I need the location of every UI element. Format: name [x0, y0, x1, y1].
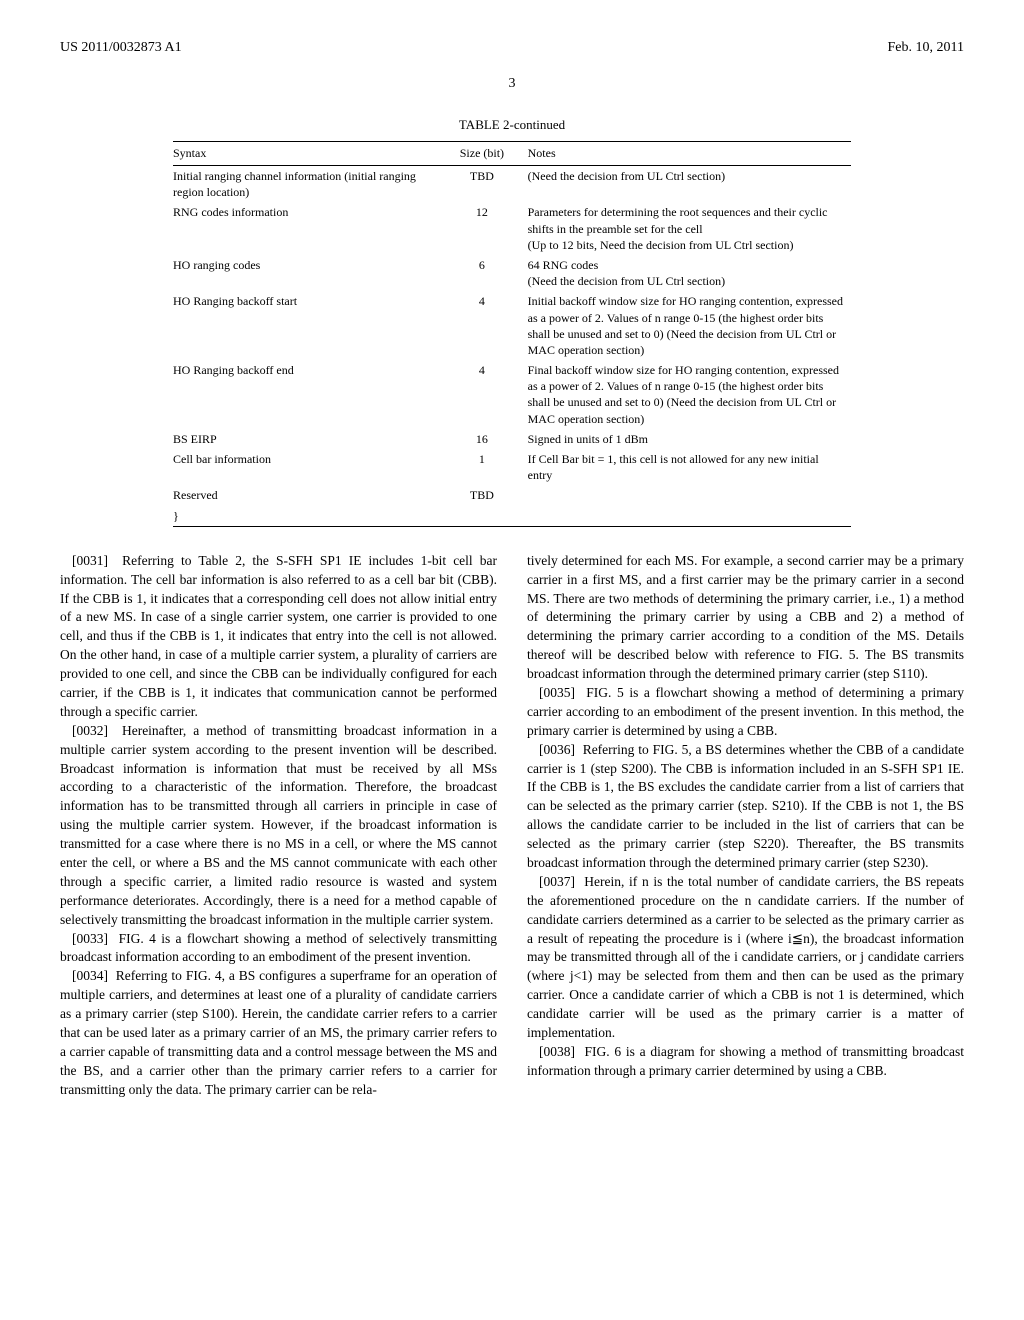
table-header-row: Syntax Size (bit) Notes	[173, 142, 851, 166]
paragraph-text: Referring to FIG. 5, a BS determines whe…	[527, 742, 964, 870]
paragraph-number: [0035]	[539, 685, 586, 700]
document-header: US 2011/0032873 A1 Feb. 10, 2011	[60, 40, 964, 56]
notes-cell: Signed in units of 1 dBm	[528, 429, 851, 449]
table-title: TABLE 2-continued	[60, 117, 964, 133]
syntax-cell: Cell bar information	[173, 449, 444, 485]
table-row: HO Ranging backoff end4Final backoff win…	[173, 360, 851, 429]
publication-number: US 2011/0032873 A1	[60, 40, 182, 56]
notes-cell: 64 RNG codes (Need the decision from UL …	[528, 255, 851, 291]
size-cell	[444, 506, 527, 527]
notes-cell: (Need the decision from UL Ctrl section)	[528, 166, 851, 203]
table-row: Initial ranging channel information (ini…	[173, 166, 851, 203]
col-header-syntax: Syntax	[173, 142, 444, 166]
paragraph: [0035] FIG. 5 is a flowchart showing a m…	[527, 684, 964, 741]
size-cell: 12	[444, 202, 527, 255]
paragraph-text: Hereinafter, a method of transmitting br…	[60, 723, 497, 927]
paragraph: [0034] Referring to FIG. 4, a BS configu…	[60, 967, 497, 1099]
syntax-cell: HO ranging codes	[173, 255, 444, 291]
size-cell: TBD	[444, 485, 527, 505]
paragraph-number: [0032]	[72, 723, 122, 738]
notes-cell	[528, 485, 851, 505]
paragraph: [0032] Hereinafter, a method of transmit…	[60, 722, 497, 930]
paragraph: [0036] Referring to FIG. 5, a BS determi…	[527, 741, 964, 873]
paragraph: [0037] Herein, if n is the total number …	[527, 873, 964, 1043]
paragraph: [0031] Referring to Table 2, the S-SFH S…	[60, 552, 497, 722]
size-cell: TBD	[444, 166, 527, 203]
paragraph-text: Referring to FIG. 4, a BS configures a s…	[60, 968, 497, 1096]
size-cell: 4	[444, 360, 527, 429]
syntax-cell: Initial ranging channel information (ini…	[173, 166, 444, 203]
paragraph-number: [0037]	[539, 874, 584, 889]
notes-cell: Final backoff window size for HO ranging…	[528, 360, 851, 429]
paragraph-text: tively determined for each MS. For examp…	[527, 553, 964, 681]
paragraph-text: FIG. 5 is a flowchart showing a method o…	[527, 685, 964, 738]
paragraph-number: [0031]	[72, 553, 122, 568]
paragraph-number: [0034]	[72, 968, 116, 983]
col-header-notes: Notes	[528, 142, 851, 166]
table-row: HO ranging codes664 RNG codes (Need the …	[173, 255, 851, 291]
right-column: tively determined for each MS. For examp…	[527, 552, 964, 1100]
syntax-cell: BS EIRP	[173, 429, 444, 449]
syntax-cell: }	[173, 506, 444, 527]
table-row: BS EIRP16Signed in units of 1 dBm	[173, 429, 851, 449]
paragraph-text: FIG. 4 is a flowchart showing a method o…	[60, 931, 497, 965]
table-row: HO Ranging backoff start4Initial backoff…	[173, 291, 851, 360]
table-row: }	[173, 506, 851, 527]
page-number: 3	[60, 76, 964, 92]
paragraph-text: FIG. 6 is a diagram for showing a method…	[527, 1044, 964, 1078]
paragraph-text: Herein, if n is the total number of cand…	[527, 874, 964, 1040]
size-cell: 16	[444, 429, 527, 449]
syntax-cell: HO Ranging backoff start	[173, 291, 444, 360]
size-cell: 4	[444, 291, 527, 360]
table-row: ReservedTBD	[173, 485, 851, 505]
paragraph-number: [0033]	[72, 931, 119, 946]
publication-date: Feb. 10, 2011	[888, 40, 964, 56]
paragraph: tively determined for each MS. For examp…	[527, 552, 964, 684]
notes-cell: Initial backoff window size for HO rangi…	[528, 291, 851, 360]
syntax-cell: HO Ranging backoff end	[173, 360, 444, 429]
table-row: RNG codes information12Parameters for de…	[173, 202, 851, 255]
col-header-size: Size (bit)	[444, 142, 527, 166]
left-column: [0031] Referring to Table 2, the S-SFH S…	[60, 552, 497, 1100]
size-cell: 1	[444, 449, 527, 485]
notes-cell: If Cell Bar bit = 1, this cell is not al…	[528, 449, 851, 485]
spec-table: Syntax Size (bit) Notes Initial ranging …	[173, 141, 851, 527]
paragraph: [0038] FIG. 6 is a diagram for showing a…	[527, 1043, 964, 1081]
paragraph-text: Referring to Table 2, the S-SFH SP1 IE i…	[60, 553, 497, 719]
text-columns: [0031] Referring to Table 2, the S-SFH S…	[60, 552, 964, 1100]
syntax-cell: Reserved	[173, 485, 444, 505]
size-cell: 6	[444, 255, 527, 291]
table-row: Cell bar information1If Cell Bar bit = 1…	[173, 449, 851, 485]
notes-cell	[528, 506, 851, 527]
paragraph: [0033] FIG. 4 is a flowchart showing a m…	[60, 930, 497, 968]
syntax-cell: RNG codes information	[173, 202, 444, 255]
paragraph-number: [0038]	[539, 1044, 584, 1059]
paragraph-number: [0036]	[539, 742, 583, 757]
notes-cell: Parameters for determining the root sequ…	[528, 202, 851, 255]
